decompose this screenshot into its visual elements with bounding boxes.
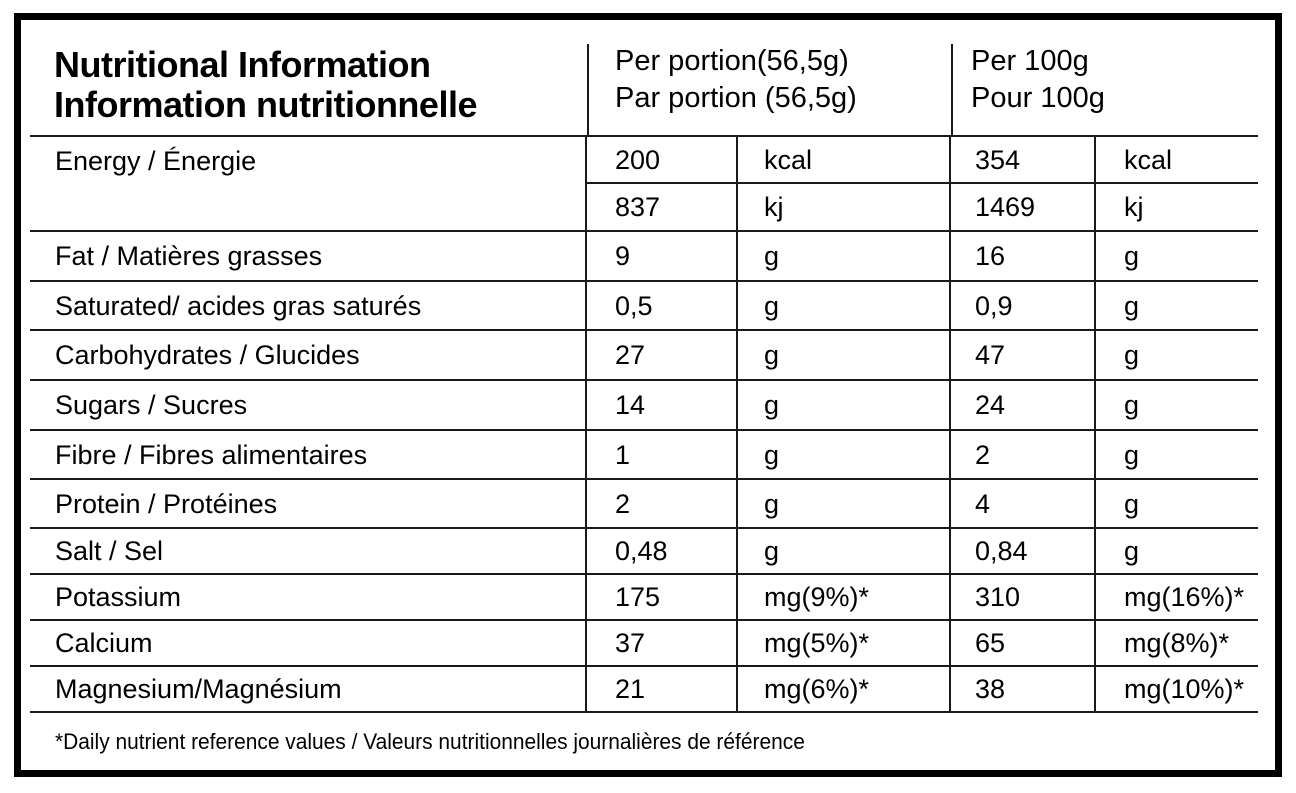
row-label-saturated: Saturated/ acides gras saturés (30, 282, 587, 331)
fibre-per100g-value: 2 (951, 431, 1096, 480)
protein-per100g-unit: g (1096, 480, 1258, 529)
table-title: Nutritional Information Information nutr… (30, 20, 589, 137)
energy-kcal-portion-value: 200 (587, 137, 738, 184)
potassium-portion-value: 175 (587, 575, 738, 621)
col-header-per-portion-en: Per portion(56,5g) (615, 44, 849, 77)
footnote-text: *Daily nutrient reference values / Valeu… (55, 728, 805, 754)
energy-kj-per100g-unit: kj (1096, 184, 1258, 232)
carbohydrates-portion-value: 27 (587, 331, 738, 381)
col-header-per-100g: Per 100g Pour 100g (951, 20, 1258, 137)
table-title-en: Nutritional Information (54, 43, 431, 85)
saturated-per100g-value: 0,9 (951, 282, 1096, 331)
sugars-per100g-value: 24 (951, 381, 1096, 431)
energy-kcal-per100g-unit: kcal (1096, 137, 1258, 184)
carbohydrates-portion-unit: g (738, 331, 951, 381)
row-label-sugars: Sugars / Sucres (30, 381, 587, 431)
potassium-per100g-unit: mg(16%)* (1096, 575, 1258, 621)
col-header-per-100g-fr: Pour 100g (971, 81, 1105, 114)
salt-portion-value: 0,48 (587, 529, 738, 575)
energy-kcal-portion-unit: kcal (738, 137, 951, 184)
fat-portion-unit: g (738, 232, 951, 282)
nutrition-label-frame: Nutritional Information Information nutr… (14, 13, 1282, 777)
protein-portion-unit: g (738, 480, 951, 529)
saturated-per100g-unit: g (1096, 282, 1258, 331)
row-label-potassium: Potassium (30, 575, 587, 621)
saturated-portion-value: 0,5 (587, 282, 738, 331)
potassium-portion-unit: mg(9%)* (738, 575, 951, 621)
magnesium-portion-unit: mg(6%)* (738, 667, 951, 713)
table-title-fr: Information nutritionnelle (54, 83, 477, 125)
magnesium-per100g-value: 38 (951, 667, 1096, 713)
salt-portion-unit: g (738, 529, 951, 575)
row-label-carbohydrates: Carbohydrates / Glucides (30, 331, 587, 381)
energy-kj-portion-unit: kj (738, 184, 951, 232)
row-label-salt: Salt / Sel (30, 529, 587, 575)
calcium-per100g-value: 65 (951, 621, 1096, 667)
magnesium-portion-value: 21 (587, 667, 738, 713)
magnesium-per100g-unit: mg(10%)* (1096, 667, 1258, 713)
protein-per100g-value: 4 (951, 480, 1096, 529)
row-label-magnesium: Magnesium/Magnésium (30, 667, 587, 713)
footnote: *Daily nutrient reference values / Valeu… (30, 713, 1258, 770)
col-header-per-portion-fr: Par portion (56,5g) (615, 81, 857, 114)
carbohydrates-per100g-value: 47 (951, 331, 1096, 381)
fat-per100g-unit: g (1096, 232, 1258, 282)
fat-portion-value: 9 (587, 232, 738, 282)
salt-per100g-unit: g (1096, 529, 1258, 575)
row-label-fat: Fat / Matières grasses (30, 232, 587, 282)
energy-kj-per100g-value: 1469 (951, 184, 1096, 232)
row-label-fibre: Fibre / Fibres alimentaires (30, 431, 587, 480)
fibre-portion-value: 1 (587, 431, 738, 480)
energy-kj-portion-value: 837 (587, 184, 738, 232)
calcium-per100g-unit: mg(8%)* (1096, 621, 1258, 667)
sugars-portion-unit: g (738, 381, 951, 431)
sugars-portion-value: 14 (587, 381, 738, 431)
fibre-per100g-unit: g (1096, 431, 1258, 480)
energy-kcal-per100g-value: 354 (951, 137, 1096, 184)
row-label-energy: Energy / Énergie (30, 137, 587, 232)
col-header-per-portion: Per portion(56,5g) Par portion (56,5g) (587, 20, 953, 137)
row-label-protein: Protein / Protéines (30, 480, 587, 529)
protein-portion-value: 2 (587, 480, 738, 529)
saturated-portion-unit: g (738, 282, 951, 331)
row-label-calcium: Calcium (30, 621, 587, 667)
fibre-portion-unit: g (738, 431, 951, 480)
fat-per100g-value: 16 (951, 232, 1096, 282)
col-header-per-100g-en: Per 100g (971, 44, 1089, 77)
calcium-portion-value: 37 (587, 621, 738, 667)
carbohydrates-per100g-unit: g (1096, 331, 1258, 381)
potassium-per100g-value: 310 (951, 575, 1096, 621)
calcium-portion-unit: mg(5%)* (738, 621, 951, 667)
salt-per100g-value: 0,84 (951, 529, 1096, 575)
sugars-per100g-unit: g (1096, 381, 1258, 431)
nutrition-table: Nutritional Information Information nutr… (30, 20, 1258, 770)
